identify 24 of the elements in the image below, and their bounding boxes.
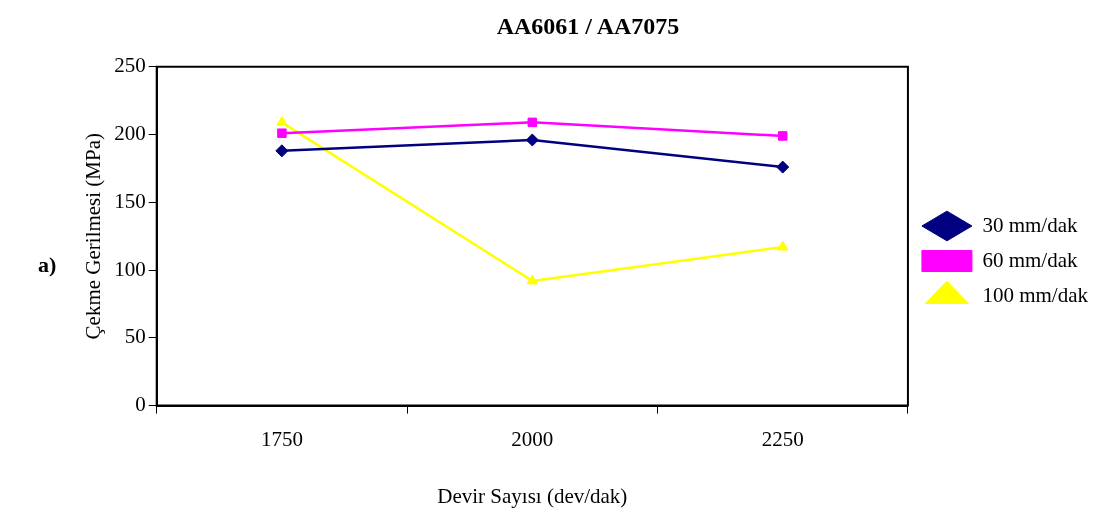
legend-label: 60 mm/dak	[982, 247, 1078, 272]
y-tick-label: 200	[114, 121, 146, 146]
legend-label: 30 mm/dak	[982, 212, 1078, 237]
point	[275, 144, 289, 158]
point	[526, 274, 539, 285]
y-axis-title: Çekme Gerilmesi (MPa)	[81, 132, 106, 340]
x-tick-label: 2250	[761, 426, 804, 451]
point	[777, 240, 789, 251]
point	[776, 160, 790, 174]
x-tick-label: 2000	[511, 426, 554, 451]
x-tick-label: 1750	[260, 426, 303, 451]
y-tick-label: 100	[114, 256, 146, 281]
point	[777, 131, 788, 141]
y-tick-label: 0	[135, 392, 146, 417]
text: a)	[38, 251, 57, 277]
point	[525, 133, 539, 147]
y-tick-label: 50	[124, 324, 146, 349]
y-tick-label: 150	[114, 188, 146, 213]
chart-title: AA6061 / AA7075	[496, 12, 680, 39]
point	[277, 128, 287, 138]
point	[527, 117, 538, 128]
x-axis-title: Devir Sayısı (dev/dak)	[437, 483, 628, 508]
y-tick-label: 250	[114, 53, 146, 78]
legend-label: 100 mm/dak	[982, 282, 1089, 307]
